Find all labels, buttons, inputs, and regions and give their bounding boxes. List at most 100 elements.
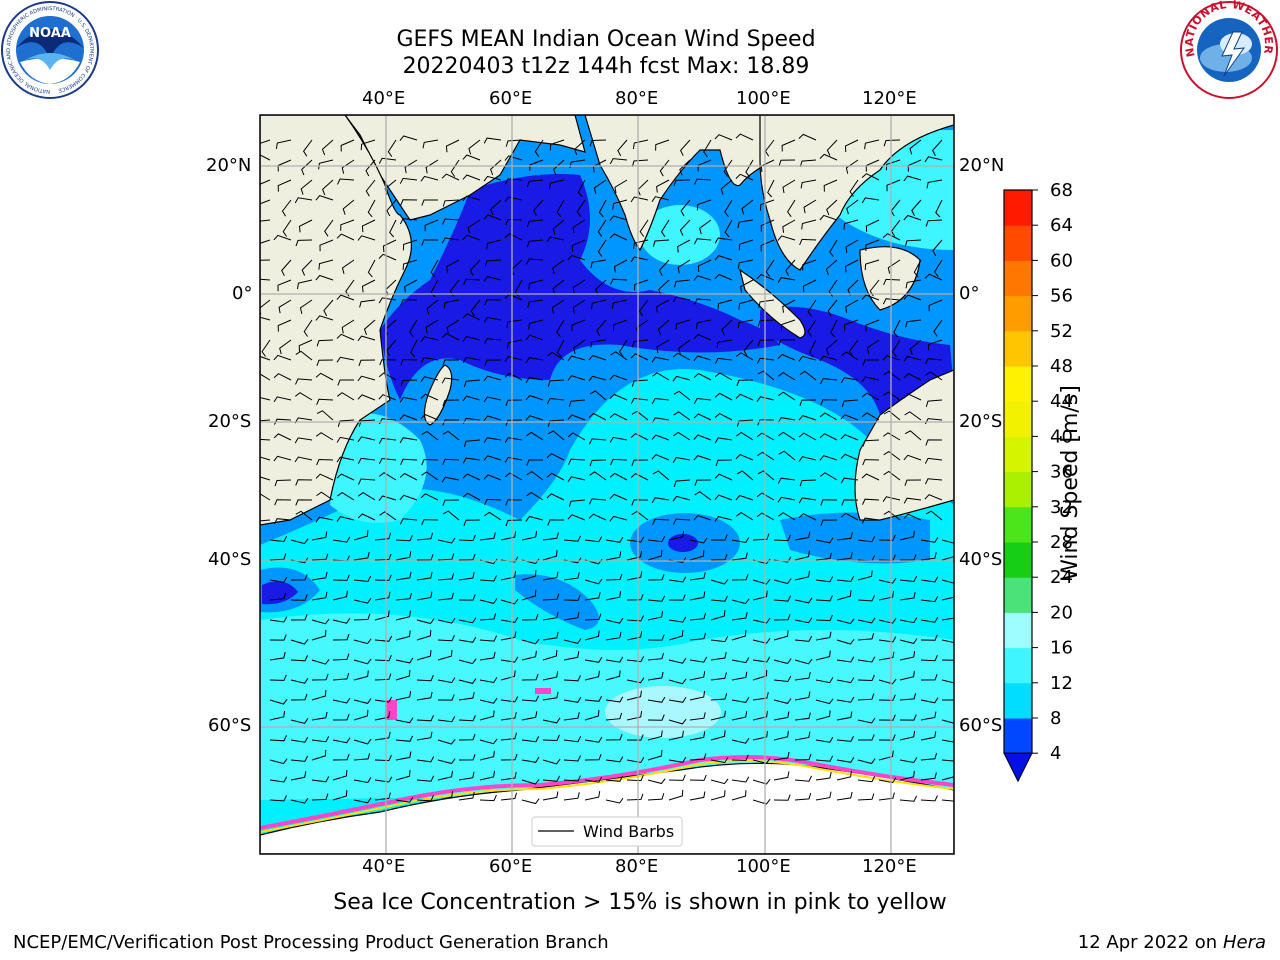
wind-barb [341, 159, 355, 174]
wind-barb [260, 219, 271, 222]
wind-barb [830, 319, 838, 338]
wind-barb [836, 532, 853, 541]
wind-barb [483, 338, 502, 345]
wind-barb [878, 792, 895, 801]
wind-barb [416, 554, 434, 561]
wind-barb [673, 411, 691, 421]
wind-barb [782, 299, 796, 313]
wind-barb [506, 319, 523, 328]
wind-barb [920, 616, 939, 623]
wind-barb [479, 697, 498, 704]
wind-barb [430, 279, 439, 298]
wind-barb [332, 590, 348, 601]
wind-barb [899, 591, 916, 601]
wind-barb [941, 579, 954, 584]
wind-barb [426, 299, 439, 315]
wind-barb [584, 776, 603, 783]
colorbar-tick-label: 52 [1050, 321, 1073, 342]
wind-barb [609, 158, 628, 165]
indochina-land [759, 115, 954, 271]
wind-barb [353, 777, 372, 784]
wind-barb [857, 656, 876, 663]
wind-barb [588, 354, 607, 361]
wind-barb [799, 370, 817, 381]
wind-barb [710, 672, 727, 681]
wind-barb [675, 319, 691, 330]
wind-barb [794, 658, 813, 665]
wind-barb [899, 638, 918, 644]
colorbar-segment [1004, 190, 1032, 226]
wind-barb [402, 239, 418, 251]
wind-barb [626, 631, 643, 641]
colorbar-segment [1004, 682, 1032, 719]
wind-barb [479, 677, 498, 684]
wind-barb [720, 179, 733, 195]
wind-barb [374, 655, 392, 662]
colorbar-segment [1004, 471, 1032, 508]
wind-barb [269, 592, 287, 601]
wind-barb [589, 471, 607, 481]
wind-barb [437, 758, 456, 765]
wind-barb [311, 553, 329, 561]
wind-barb [756, 357, 775, 364]
wind-barb [360, 139, 376, 151]
wind-barb [899, 770, 915, 781]
mozambique-channel-wind [330, 413, 427, 523]
lat-label-left-60s: 60°S [208, 715, 252, 736]
wind-barb [542, 758, 561, 765]
wind-barb [861, 376, 880, 383]
wind-barb [365, 179, 376, 197]
wind-barb [379, 359, 397, 366]
colorbar-tick-label: 4 [1050, 743, 1061, 764]
wind-barb [446, 259, 460, 273]
wind-barb [765, 259, 775, 277]
wind-barb [825, 259, 838, 275]
wind-barb [290, 594, 308, 601]
wind-barb [521, 711, 538, 721]
wind-barb [773, 675, 792, 683]
wind-barb [311, 689, 327, 701]
wind-barb [807, 299, 817, 317]
wind-barb [903, 373, 922, 381]
wind-barb [862, 439, 880, 447]
wind-barb [689, 731, 706, 741]
wind-barb [689, 656, 708, 663]
wind-barb [437, 650, 453, 661]
wind-barb [389, 219, 397, 238]
wind-barb [883, 510, 901, 521]
wind-barb [421, 430, 439, 441]
wind-barb [651, 372, 670, 381]
wind-barb [505, 139, 523, 147]
wind-barb [353, 597, 372, 604]
wind-barb [651, 434, 670, 441]
wind-barb [353, 753, 371, 761]
wind-barb [311, 776, 330, 783]
wind-barb [295, 499, 313, 506]
wind-barb [521, 570, 537, 581]
wind-barb [484, 498, 502, 506]
colorbar-segment [1004, 401, 1032, 437]
wind-barb [322, 179, 334, 196]
wind-barb [462, 195, 481, 202]
wind-barb [652, 518, 670, 525]
wind-barb [483, 455, 502, 461]
wind-barb [571, 239, 586, 252]
wind-barb [442, 199, 460, 207]
wind-barb [479, 598, 498, 604]
wind-barb [920, 752, 938, 761]
wind-barb [731, 630, 747, 641]
wind-barb [773, 794, 791, 801]
colorbar-segment [1004, 577, 1032, 613]
wind-barb [883, 391, 901, 401]
wind-barb [794, 775, 813, 782]
wind-barb [315, 372, 334, 381]
wind-barb [590, 339, 607, 348]
title-line-1: GEFS MEAN Indian Ocean Wind Speed [396, 27, 816, 52]
wind-barb [731, 574, 749, 581]
wind-barb [724, 219, 733, 238]
wind-barb [777, 353, 796, 361]
wind-barb [505, 399, 523, 406]
wind-barb [758, 299, 775, 308]
wind-barb [479, 651, 496, 661]
credit-text: NCEP/EMC/Verification Post Processing Pr… [13, 932, 609, 953]
